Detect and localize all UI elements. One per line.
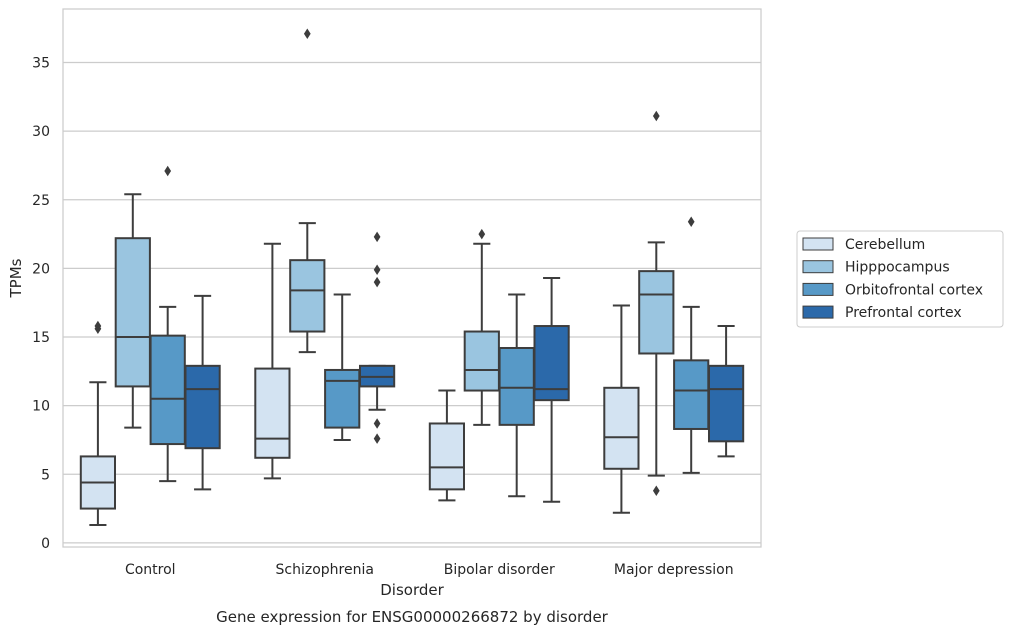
outlier-point — [373, 418, 381, 429]
iqr-box — [114, 237, 151, 388]
legend-label: Hipppocampus — [845, 260, 950, 276]
iqr-box — [324, 368, 361, 429]
iqr-box — [289, 259, 326, 333]
iqr-box — [707, 364, 745, 443]
outlier-point — [687, 216, 695, 227]
y-tick-label: 35 — [32, 56, 50, 72]
box-prefrontal-cortex — [533, 277, 570, 503]
iqr-box — [184, 364, 221, 450]
outlier-point — [373, 231, 381, 243]
x-tick-label: Bipolar disorder — [444, 562, 555, 578]
legend: Cerebellum Hipppocampus Orbitofrontal cort… — [796, 230, 1004, 328]
box-cerebellum — [603, 304, 640, 514]
iqr-box — [254, 367, 291, 459]
x-axis-ticks: Control Schizophrenia Bipolar disorder Majo… — [125, 562, 734, 578]
outlier-point — [652, 110, 660, 122]
box-hipppocampus — [463, 228, 500, 426]
outlier-point — [373, 433, 381, 444]
y-axis-ticks: 0 5 10 15 20 25 30 35 — [32, 56, 50, 552]
box-prefrontal-cortex — [358, 231, 396, 444]
legend-label: Prefrontal cortex — [845, 305, 962, 321]
outlier-point — [94, 320, 102, 332]
iqr-box — [498, 346, 535, 426]
box-prefrontal-cortex — [707, 325, 745, 458]
outlier-point — [652, 485, 660, 496]
x-tick-label: Control — [125, 562, 176, 578]
box-hipppocampus — [289, 28, 326, 354]
iqr-box — [638, 270, 675, 355]
box-prefrontal-cortex — [184, 294, 221, 491]
outlier-point — [303, 28, 311, 39]
outlier-point — [373, 264, 381, 276]
iqr-box — [428, 422, 466, 491]
outlier-point — [373, 276, 381, 288]
x-tick-label: Major depression — [614, 562, 734, 578]
legend-swatch — [802, 260, 834, 274]
y-tick-label: 5 — [41, 467, 50, 483]
x-tick-label: Schizophrenia — [276, 562, 374, 578]
iqr-box — [463, 330, 500, 392]
legend-item: Orbitofrontal cortex — [802, 282, 983, 298]
iqr-box — [533, 325, 570, 402]
y-tick-label: 0 — [41, 536, 50, 552]
outlier-point — [478, 228, 486, 240]
iqr-box — [673, 359, 710, 430]
legend-item: Prefrontal cortex — [802, 305, 962, 321]
legend-item: Hipppocampus — [802, 260, 950, 276]
legend-swatch — [802, 305, 834, 319]
box-orbitofrontal-cortex — [324, 293, 361, 441]
box-orbitofrontal-cortex — [673, 216, 710, 474]
y-tick-label: 30 — [32, 124, 50, 140]
box-hipppocampus — [638, 110, 675, 496]
iqr-box — [149, 334, 186, 446]
box-cerebellum — [428, 389, 466, 502]
box-hipppocampus — [114, 193, 151, 429]
x-axis-title: Disorder — [380, 581, 444, 599]
legend-label: Cerebellum — [845, 237, 925, 253]
y-tick-label: 20 — [32, 261, 50, 277]
y-tick-label: 25 — [32, 193, 50, 209]
y-tick-label: 15 — [32, 330, 50, 346]
plot-area-frame — [62, 8, 762, 548]
y-axis-title: TPMs — [7, 258, 25, 298]
iqr-box — [603, 386, 640, 470]
box-cerebellum — [254, 242, 291, 480]
box-plot-series — [79, 28, 745, 527]
box-orbitofrontal-cortex — [498, 293, 535, 498]
legend-item: Cerebellum — [802, 237, 925, 253]
legend-label: Orbitofrontal cortex — [845, 282, 983, 298]
y-tick-label: 10 — [32, 399, 50, 415]
box-orbitofrontal-cortex — [149, 165, 186, 483]
box-cerebellum — [79, 320, 117, 527]
chart-title: Gene expression for ENSG00000266872 by d… — [216, 608, 609, 626]
legend-swatch — [802, 237, 834, 251]
legend-frame — [796, 230, 1004, 328]
outlier-point — [164, 165, 172, 177]
legend-swatch — [802, 282, 834, 296]
